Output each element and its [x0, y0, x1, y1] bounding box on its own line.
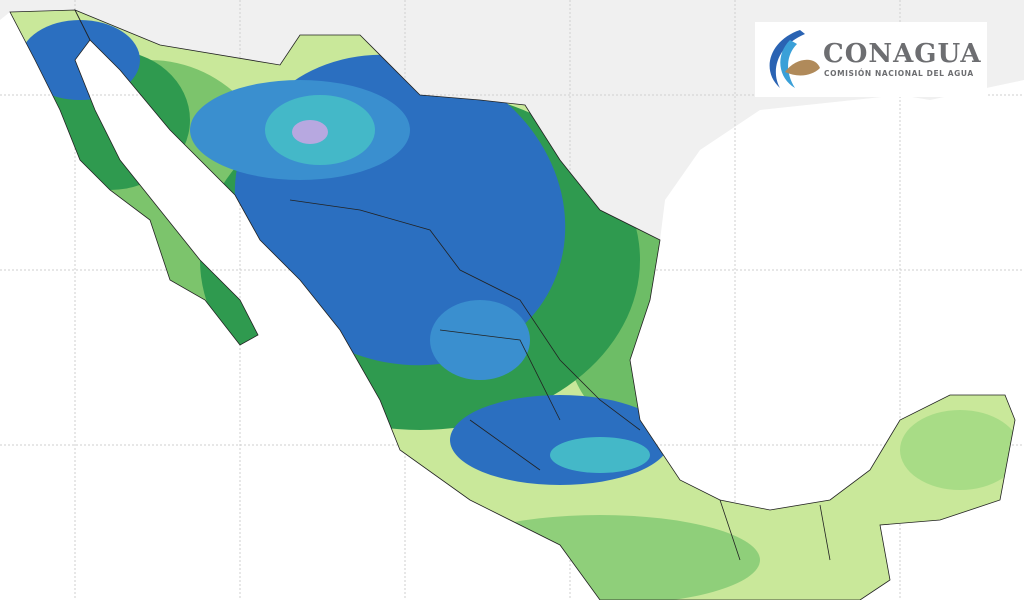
- logo: CONAGUA COMISIÓN NACIONAL DEL AGUA: [755, 22, 987, 97]
- logo-name: CONAGUA: [823, 39, 982, 69]
- logo-subtitle: COMISIÓN NACIONAL DEL AGUA: [824, 69, 974, 78]
- coastline: [9, 9, 1016, 600]
- logo-wave: [769, 30, 805, 88]
- logo-eagle: [785, 59, 820, 76]
- logo-wave: [780, 40, 797, 88]
